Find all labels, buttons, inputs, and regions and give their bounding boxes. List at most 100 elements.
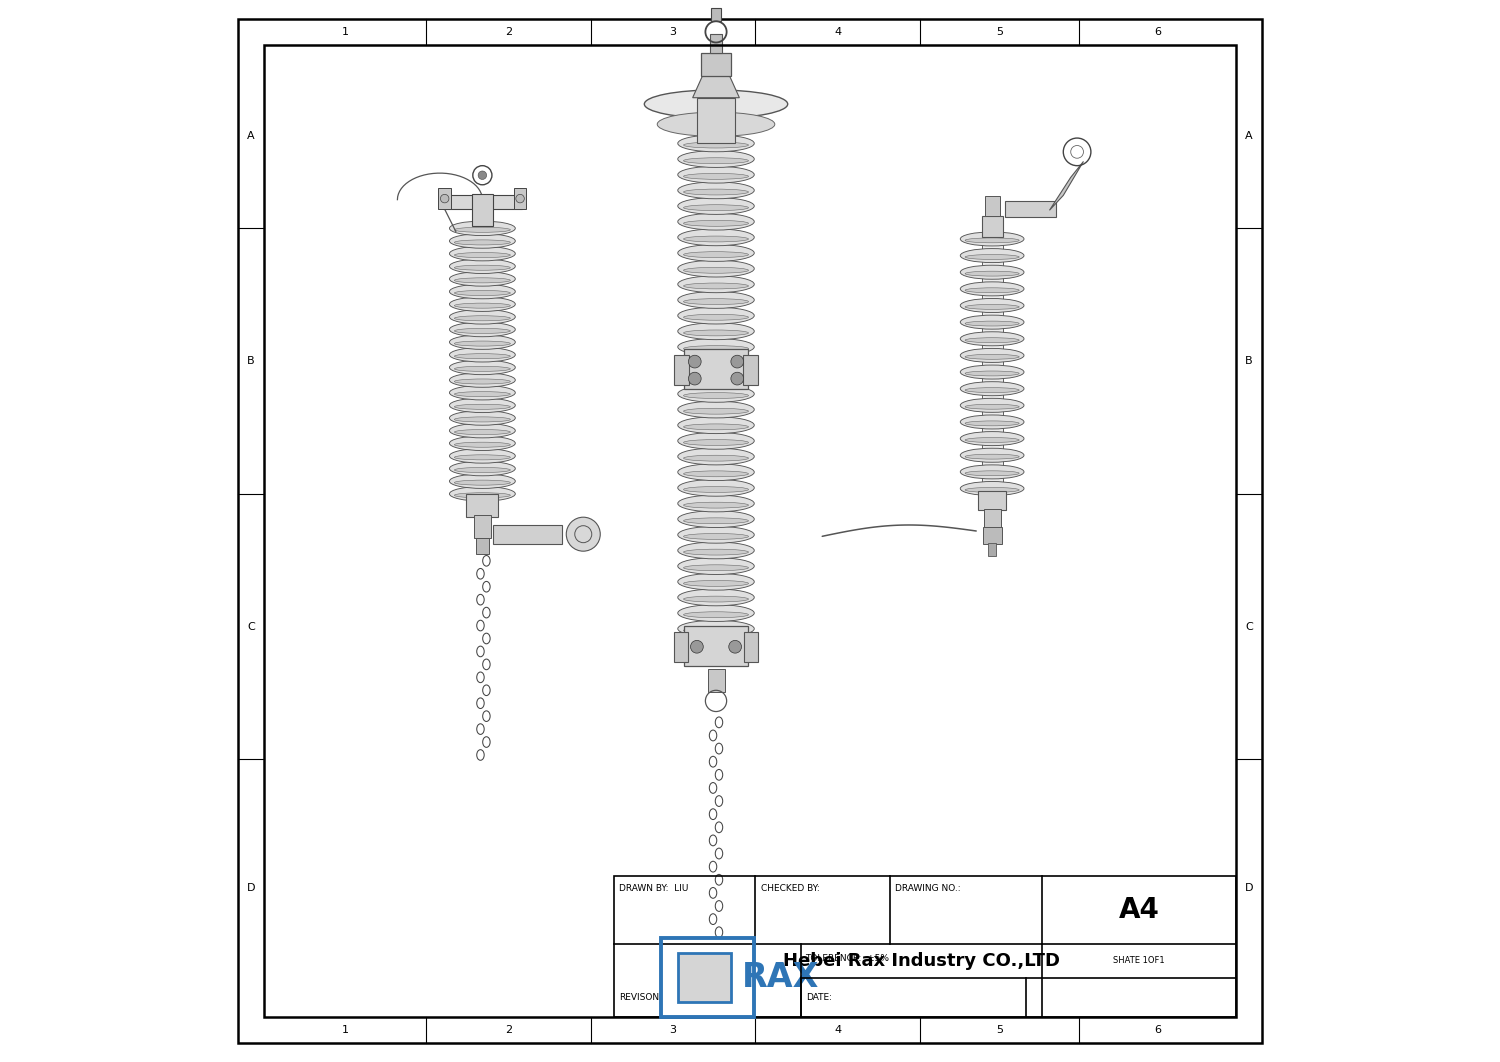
Text: 2: 2 xyxy=(506,27,512,37)
Ellipse shape xyxy=(454,429,510,434)
Ellipse shape xyxy=(657,113,776,136)
Bar xyxy=(684,349,748,390)
Ellipse shape xyxy=(678,479,754,496)
Ellipse shape xyxy=(450,448,516,463)
Bar xyxy=(678,953,730,1001)
Ellipse shape xyxy=(684,314,748,321)
Ellipse shape xyxy=(454,354,510,359)
Circle shape xyxy=(729,640,741,653)
Ellipse shape xyxy=(678,573,754,590)
Ellipse shape xyxy=(960,315,1024,329)
Text: D: D xyxy=(1245,884,1254,893)
Ellipse shape xyxy=(684,612,748,618)
Ellipse shape xyxy=(454,278,510,282)
Ellipse shape xyxy=(684,377,748,382)
Ellipse shape xyxy=(678,151,754,168)
Text: 4: 4 xyxy=(834,1025,842,1035)
Ellipse shape xyxy=(454,253,510,258)
Ellipse shape xyxy=(450,461,516,476)
Ellipse shape xyxy=(960,415,1024,429)
Ellipse shape xyxy=(678,135,754,152)
Circle shape xyxy=(567,517,600,551)
Ellipse shape xyxy=(684,470,748,477)
Bar xyxy=(708,669,724,692)
Ellipse shape xyxy=(450,373,516,388)
Ellipse shape xyxy=(684,236,748,242)
Ellipse shape xyxy=(960,448,1024,462)
Bar xyxy=(438,188,452,209)
Text: 4: 4 xyxy=(834,27,842,37)
Ellipse shape xyxy=(684,408,748,414)
Text: 1: 1 xyxy=(342,27,348,37)
Ellipse shape xyxy=(684,565,748,570)
Text: C: C xyxy=(248,621,255,632)
Ellipse shape xyxy=(678,213,754,230)
Ellipse shape xyxy=(678,527,754,543)
Text: 6: 6 xyxy=(1155,1025,1161,1035)
Bar xyxy=(984,196,999,216)
Ellipse shape xyxy=(684,205,748,210)
Ellipse shape xyxy=(964,355,1018,359)
Ellipse shape xyxy=(454,455,510,460)
Ellipse shape xyxy=(684,393,748,398)
Bar xyxy=(614,876,1236,1017)
Ellipse shape xyxy=(684,361,748,367)
Ellipse shape xyxy=(678,558,754,575)
Ellipse shape xyxy=(450,386,516,400)
Ellipse shape xyxy=(454,417,510,422)
Ellipse shape xyxy=(960,232,1024,246)
Ellipse shape xyxy=(684,518,748,524)
Ellipse shape xyxy=(678,448,754,465)
Ellipse shape xyxy=(678,291,754,308)
Ellipse shape xyxy=(964,487,1018,493)
Ellipse shape xyxy=(454,303,510,308)
Ellipse shape xyxy=(454,366,510,372)
Ellipse shape xyxy=(678,276,754,293)
Text: 1: 1 xyxy=(342,1025,348,1035)
Ellipse shape xyxy=(450,221,516,236)
Ellipse shape xyxy=(450,272,516,286)
Ellipse shape xyxy=(678,354,754,371)
Bar xyxy=(442,195,522,209)
Text: 3: 3 xyxy=(669,1025,676,1035)
Text: DRAWN BY:  LIU: DRAWN BY: LIU xyxy=(620,884,688,892)
Circle shape xyxy=(441,194,448,203)
Ellipse shape xyxy=(684,440,748,445)
Ellipse shape xyxy=(684,298,748,305)
Ellipse shape xyxy=(960,249,1024,262)
Ellipse shape xyxy=(960,431,1024,446)
Ellipse shape xyxy=(454,467,510,473)
Ellipse shape xyxy=(684,173,748,179)
Ellipse shape xyxy=(454,315,510,321)
Ellipse shape xyxy=(964,321,1018,326)
Ellipse shape xyxy=(678,370,754,387)
Ellipse shape xyxy=(684,330,748,336)
Text: A: A xyxy=(248,132,255,141)
Ellipse shape xyxy=(960,281,1024,296)
Text: CHECKED BY:: CHECKED BY: xyxy=(760,884,819,892)
Ellipse shape xyxy=(454,392,510,397)
Ellipse shape xyxy=(678,401,754,418)
Bar xyxy=(711,8,722,21)
Ellipse shape xyxy=(454,291,510,295)
Ellipse shape xyxy=(964,338,1018,343)
Bar xyxy=(494,525,562,544)
Ellipse shape xyxy=(678,589,754,605)
Ellipse shape xyxy=(960,465,1024,479)
Ellipse shape xyxy=(450,411,516,425)
Ellipse shape xyxy=(678,416,754,433)
Bar xyxy=(700,53,730,76)
Text: 3: 3 xyxy=(669,27,676,37)
Bar xyxy=(978,491,1006,510)
Ellipse shape xyxy=(450,297,516,311)
Ellipse shape xyxy=(678,323,754,340)
Ellipse shape xyxy=(960,398,1024,412)
Ellipse shape xyxy=(960,381,1024,396)
Ellipse shape xyxy=(450,347,516,362)
Ellipse shape xyxy=(964,455,1018,459)
Ellipse shape xyxy=(454,227,510,233)
Text: 6: 6 xyxy=(1155,27,1161,37)
Text: DRAWING NO.:: DRAWING NO.: xyxy=(896,884,962,892)
Text: 5: 5 xyxy=(996,1025,1004,1035)
Bar xyxy=(674,632,688,662)
